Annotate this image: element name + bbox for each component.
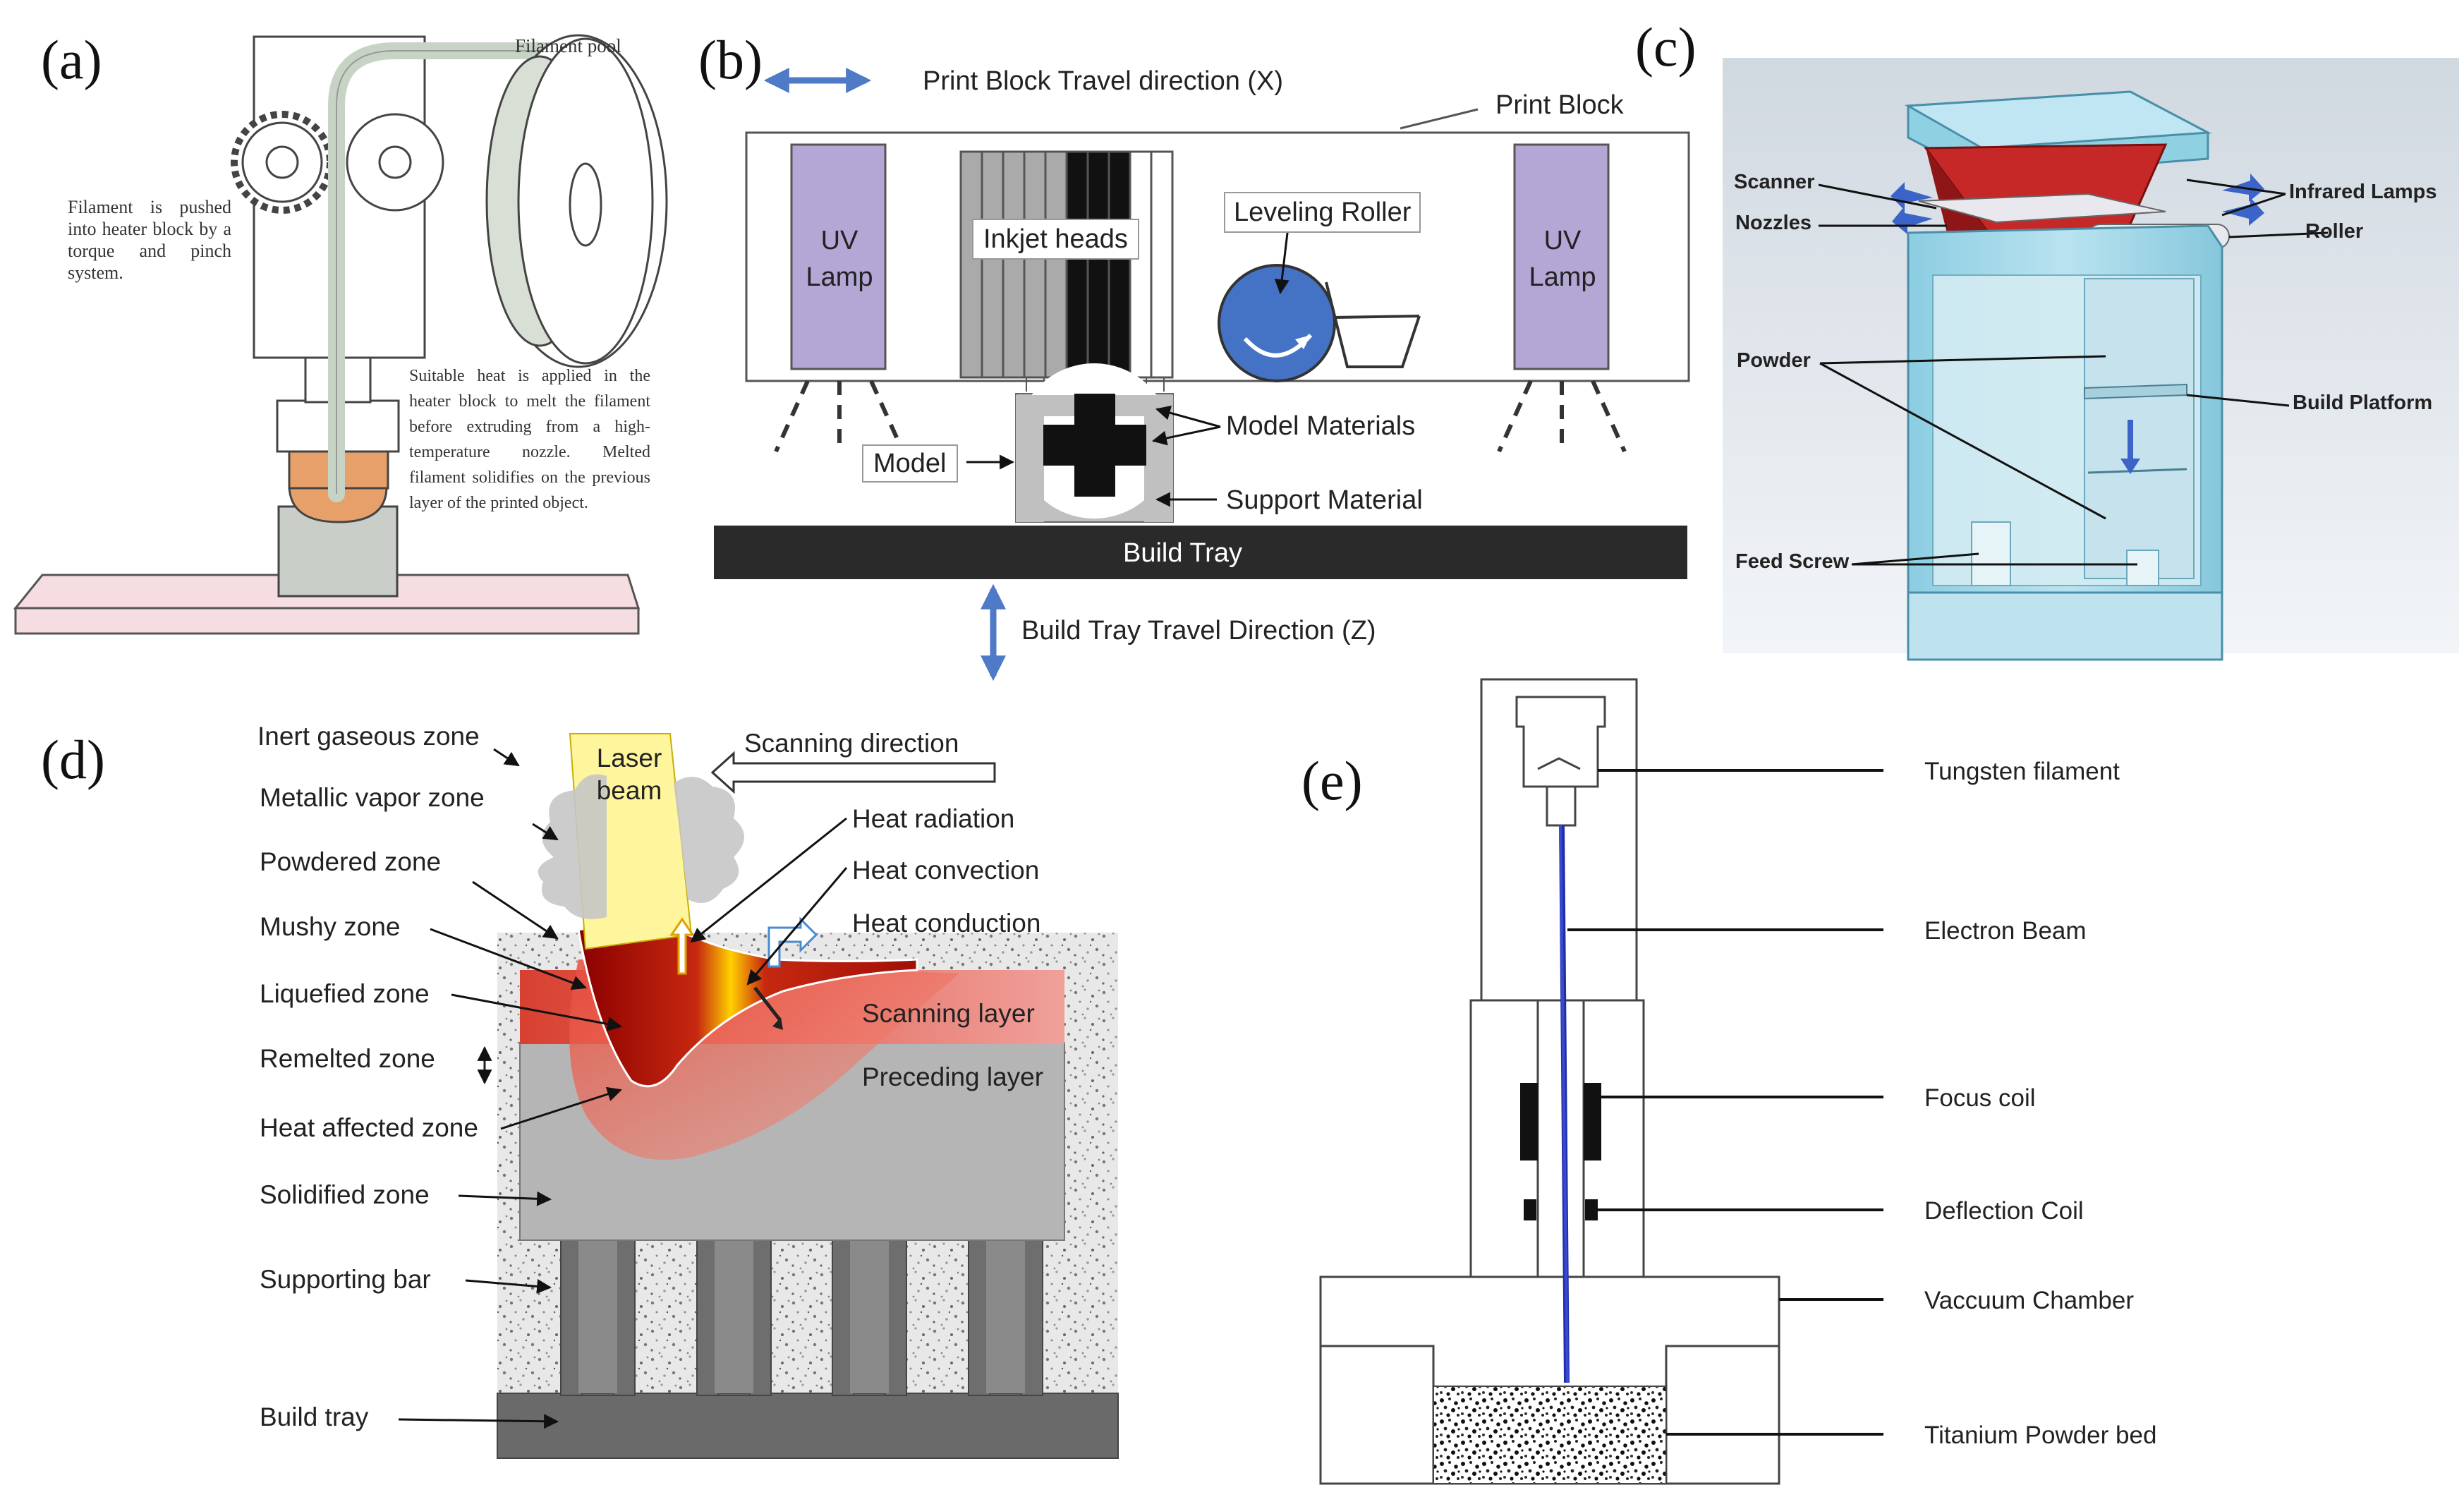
inert-gaseous-zone-label: Inert gaseous zone: [257, 722, 480, 751]
model-materials-label: Model Materials: [1226, 411, 1416, 441]
powdered-zone-label: Powdered zone: [260, 847, 442, 876]
model-label: Model: [862, 444, 958, 483]
panel-a-letter: (a): [41, 29, 102, 90]
panel-d-slm-diagram: [398, 733, 1119, 1459]
uv-lamp-left-label: UV Lamp: [806, 226, 873, 292]
scanning-direction-label: Scanning direction: [744, 729, 959, 758]
panel-b-letter: (b): [698, 29, 763, 90]
heat-radiation-label: Heat radiation: [852, 804, 1015, 833]
remelted-zone-label: Remelted zone: [260, 1044, 435, 1073]
deflection-coil-label: Deflection Coil: [1924, 1197, 2084, 1225]
support-material-label: Support Material: [1226, 485, 1423, 515]
filament-pushed-text: Filament is pushed into heater block by …: [68, 197, 231, 283]
focus-coil-label: Focus coil: [1924, 1084, 2036, 1112]
leveling-roller-label: Leveling Roller: [1224, 192, 1421, 233]
nozzles-label: Nozzles: [1735, 212, 1811, 234]
panel-c-sls-diagram: [1723, 58, 2459, 661]
metallic-vapor-zone-label: Metallic vapor zone: [260, 783, 485, 812]
vaccuum-chamber-label: Vaccuum Chamber: [1924, 1287, 2134, 1314]
preceding-layer-label: Preceding layer: [862, 1062, 1044, 1091]
mushy-zone-label: Mushy zone: [260, 912, 401, 941]
scanner-label: Scanner: [1734, 171, 1815, 193]
panel-b-polyjet-diagram: [714, 68, 1690, 681]
filament-pool-label: Filament pool: [515, 35, 621, 56]
powder-label: Powder: [1737, 349, 1811, 372]
scanning-layer-label: Scanning layer: [862, 999, 1035, 1028]
z-direction-label: Build Tray Travel Direction (Z): [1021, 616, 1376, 646]
inkjet-heads-label: Inkjet heads: [972, 219, 1139, 260]
x-direction-label: Print Block Travel direction (X): [923, 66, 1284, 96]
build-platform-label: Build Platform: [2293, 392, 2433, 414]
heat-applied-text: Suitable heat is applied in the heater b…: [409, 367, 650, 512]
build-tray-d-label: Build tray: [260, 1402, 369, 1431]
print-block-label: Print Block: [1495, 90, 1624, 120]
uv-lamp-right-label: UV Lamp: [1529, 226, 1596, 292]
build-tray-label: Build Tray: [1123, 538, 1242, 568]
heat-convection-label: Heat convection: [852, 856, 1040, 885]
panel-e-ebm-diagram: [1319, 678, 1883, 1485]
panel-a-fdm-diagram: [13, 34, 668, 635]
panel-e-letter: (e): [1301, 750, 1363, 811]
heat-affected-zone-label: Heat affected zone: [260, 1113, 478, 1142]
solidified-zone-label: Solidified zone: [260, 1180, 430, 1209]
feed-screw-label: Feed Screw: [1735, 550, 1850, 573]
supporting-bar-label: Supporting bar: [260, 1265, 431, 1294]
heat-conduction-label: Heat conduction: [852, 909, 1041, 938]
panel-d-letter: (d): [41, 729, 105, 790]
roller-label: Roller: [2305, 220, 2364, 243]
tungsten-filament-label: Tungsten filament: [1924, 758, 2120, 785]
panel-c-letter: (c): [1635, 16, 1697, 78]
laser-beam-label: Laser beam: [596, 744, 662, 805]
electron-beam-label: Electron Beam: [1924, 917, 2087, 945]
infrared-lamps-label: Infrared Lamps: [2289, 181, 2437, 203]
liquefied-zone-label: Liquefied zone: [260, 979, 430, 1008]
titanium-powder-bed-label: Titanium Powder bed: [1924, 1422, 2157, 1449]
